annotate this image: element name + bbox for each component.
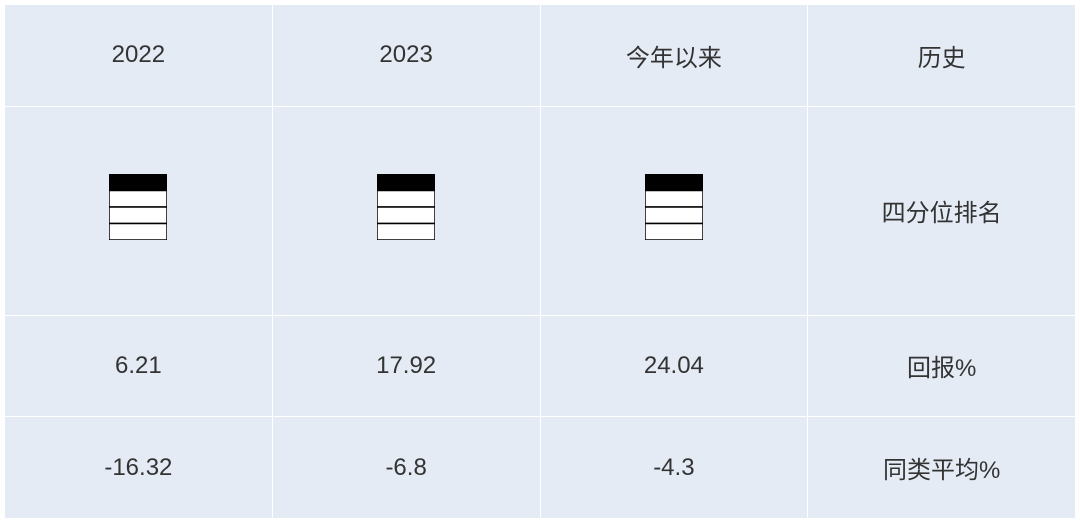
peer-avg-cell-2022: -16.32 — [5, 417, 273, 519]
col-header-history: 历史 — [808, 5, 1076, 107]
table-quartile-row: 四分位排名 — [5, 106, 1076, 315]
quartile-rank-icon — [109, 174, 167, 240]
peer-avg-row-label: 同类平均% — [808, 417, 1076, 519]
table-header-row: 2022 2023 今年以来 历史 — [5, 5, 1076, 107]
table: 2022 2023 今年以来 历史 四分位排名 6.21 17.92 — [4, 4, 1076, 519]
quartile-rank-icon — [377, 174, 435, 240]
quartile-cell-2022 — [5, 106, 273, 315]
return-row-label: 回报% — [808, 315, 1076, 417]
quartile-cell-2023 — [272, 106, 540, 315]
quartile-cell-ytd — [540, 106, 808, 315]
return-cell-ytd: 24.04 — [540, 315, 808, 417]
col-header-ytd: 今年以来 — [540, 5, 808, 107]
quartile-rank-icon — [645, 174, 703, 240]
col-header-2023: 2023 — [272, 5, 540, 107]
peer-avg-cell-ytd: -4.3 — [540, 417, 808, 519]
table-return-row: 6.21 17.92 24.04 回报% — [5, 315, 1076, 417]
table-peer-avg-row: -16.32 -6.8 -4.3 同类平均% — [5, 417, 1076, 519]
col-header-2022: 2022 — [5, 5, 273, 107]
peer-avg-cell-2023: -6.8 — [272, 417, 540, 519]
return-cell-2022: 6.21 — [5, 315, 273, 417]
performance-table: 2022 2023 今年以来 历史 四分位排名 6.21 17.92 — [0, 0, 1080, 523]
quartile-row-label: 四分位排名 — [808, 106, 1076, 315]
return-cell-2023: 17.92 — [272, 315, 540, 417]
